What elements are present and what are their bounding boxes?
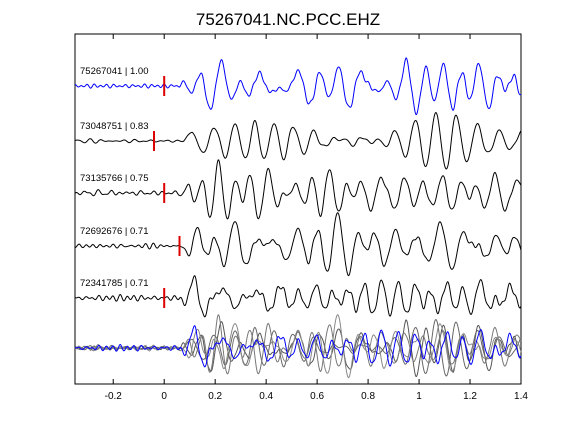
- trace-75267041: [74, 57, 522, 116]
- chart-title: 75267041.NC.PCC.EHZ: [196, 10, 380, 29]
- trace-73135766: [74, 159, 522, 220]
- plot-frame: [74, 33, 522, 385]
- x-tick-label: 1: [416, 391, 422, 402]
- x-tick-label: 1.4: [514, 391, 528, 402]
- x-tick-label: -0.2: [105, 391, 123, 402]
- x-tick-label: 0.6: [310, 391, 324, 402]
- trace-label-73048751: 73048751 | 0.83: [80, 121, 149, 132]
- x-axis: -0.2 0 0.2 0.4 0.6 0.8 1 1.2 1.4: [105, 34, 528, 402]
- traces-layer: 75267041 | 1.00 73048751 | 0.83 73135766 |…: [74, 57, 522, 379]
- stack-trace-3: [74, 314, 522, 379]
- trace-73048751: [74, 111, 522, 170]
- x-tick-label: 1.2: [463, 391, 477, 402]
- trace-label-72341785: 72341785 | 0.71: [80, 278, 149, 289]
- trace-72341785: [74, 275, 522, 318]
- trace-label-75267041: 75267041 | 1.00: [80, 66, 149, 77]
- x-tick-label: 0.2: [208, 391, 222, 402]
- trace-72692676: [74, 212, 522, 277]
- x-tick-label: 0.4: [259, 391, 273, 402]
- trace-label-73135766: 73135766 | 0.75: [80, 173, 149, 184]
- x-tick-label: 0: [161, 391, 167, 402]
- x-tick-label: 0.8: [361, 391, 375, 402]
- stack-trace-4: [74, 325, 522, 368]
- trace-label-72692676: 72692676 | 0.71: [80, 226, 149, 237]
